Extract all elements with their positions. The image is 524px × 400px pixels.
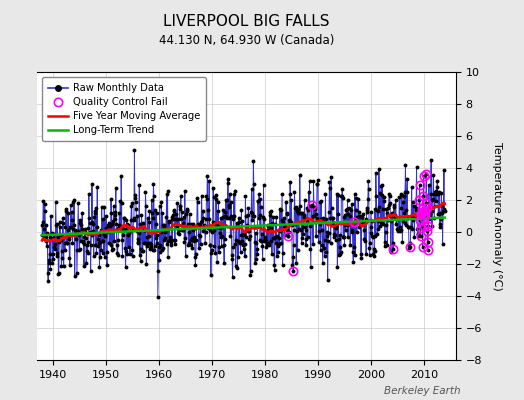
Text: 44.130 N, 64.930 W (Canada): 44.130 N, 64.930 W (Canada) — [159, 34, 334, 47]
Legend: Raw Monthly Data, Quality Control Fail, Five Year Moving Average, Long-Term Tren: Raw Monthly Data, Quality Control Fail, … — [42, 77, 206, 141]
Y-axis label: Temperature Anomaly (°C): Temperature Anomaly (°C) — [492, 142, 501, 290]
Text: LIVERPOOL BIG FALLS: LIVERPOOL BIG FALLS — [163, 14, 330, 29]
Text: Berkeley Earth: Berkeley Earth — [385, 386, 461, 396]
